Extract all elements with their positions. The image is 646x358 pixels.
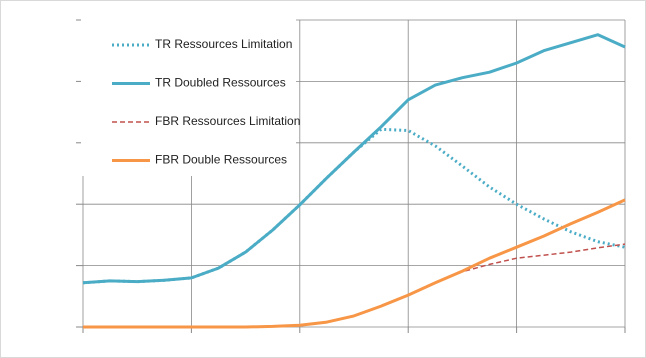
- series-line: [82, 33, 626, 285]
- legend-box: [81, 18, 296, 176]
- legend-label: FBR Ressources Limitation: [155, 114, 300, 128]
- legend-label: FBR Double Ressources: [155, 153, 287, 167]
- legend-label: TR Ressources Limitation: [155, 37, 292, 51]
- legend-label: TR Doubled Ressources: [155, 76, 286, 90]
- series-line: [83, 198, 626, 329]
